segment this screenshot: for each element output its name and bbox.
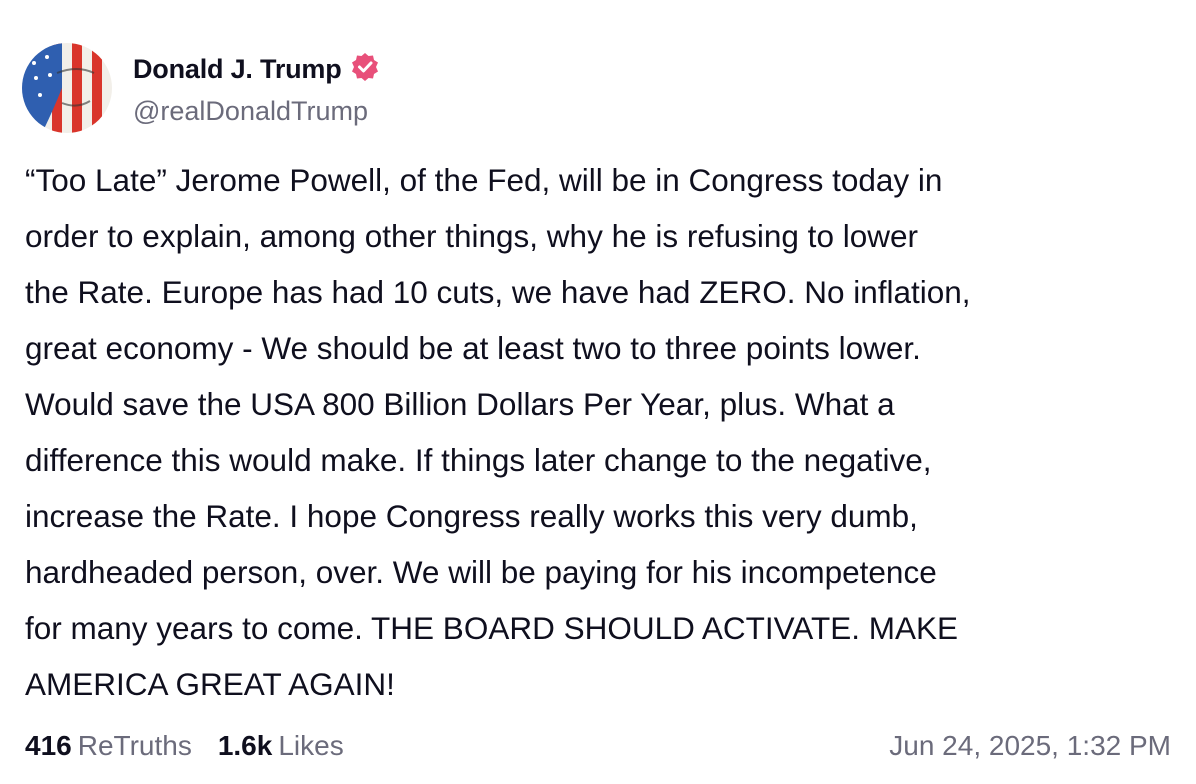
author-row: Donald J. Trump xyxy=(133,52,380,87)
post-line: hardheaded person, over. We will be payi… xyxy=(25,554,937,590)
post-line: the Rate. Europe has had 10 cuts, we hav… xyxy=(25,274,971,310)
avatar[interactable] xyxy=(22,43,112,133)
post-body: “Too Late” Jerome Powell, of the Fed, wi… xyxy=(25,152,1175,712)
retruths-label[interactable]: ReTruths xyxy=(77,730,192,761)
post-line: difference this would make. If things la… xyxy=(25,442,932,478)
retruths-count[interactable]: 416 xyxy=(25,730,72,761)
likes-label[interactable]: Likes xyxy=(278,730,344,761)
post-stats: 416 ReTruths 1.6k Likes xyxy=(25,730,364,762)
post-line: Would save the USA 800 Billion Dollars P… xyxy=(25,386,895,422)
post-line: increase the Rate. I hope Congress reall… xyxy=(25,498,918,534)
likes-count[interactable]: 1.6k xyxy=(217,730,273,761)
post-line: for many years to come. THE BOARD SHOULD… xyxy=(25,610,958,646)
verified-badge-icon xyxy=(350,52,380,87)
post-line: order to explain, among other things, wh… xyxy=(25,218,918,254)
post-line: AMERICA GREAT AGAIN! xyxy=(25,666,395,702)
author-name[interactable]: Donald J. Trump xyxy=(133,54,342,84)
post-timestamp[interactable]: Jun 24, 2025, 1:32 PM xyxy=(889,730,1171,761)
author-handle[interactable]: @realDonaldTrump xyxy=(133,96,368,126)
post-line: “Too Late” Jerome Powell, of the Fed, wi… xyxy=(25,162,943,198)
post-line: great economy - We should be at least tw… xyxy=(25,330,921,366)
avatar-image xyxy=(22,43,112,133)
